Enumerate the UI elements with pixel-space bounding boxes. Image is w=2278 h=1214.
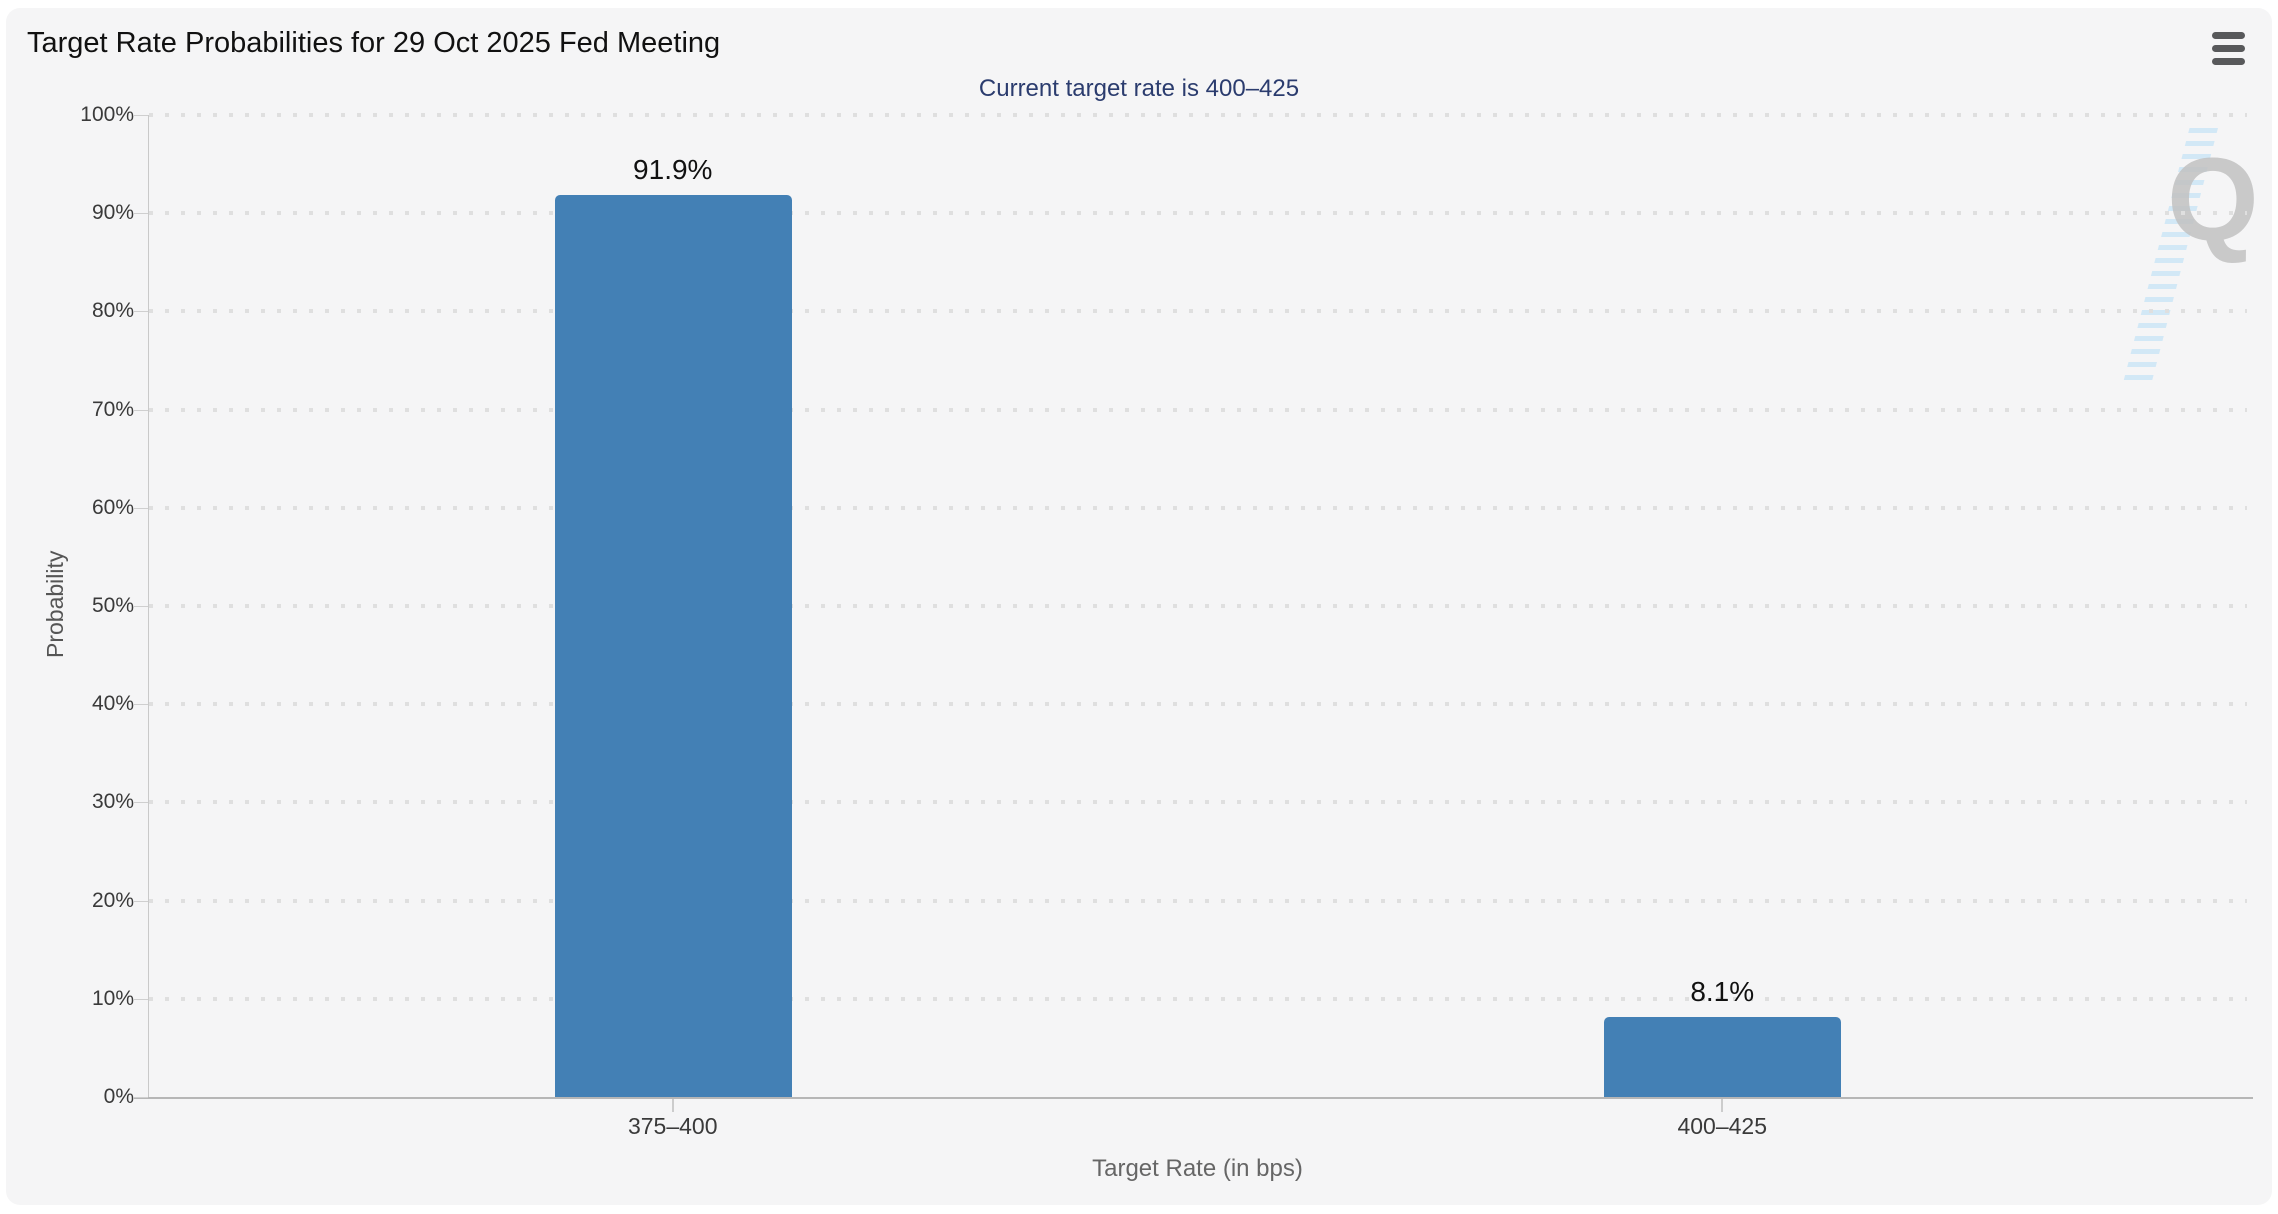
y-axis-title: Probability — [42, 550, 68, 658]
y-tick-label-40%: 40% — [91, 692, 134, 716]
x-tick-400–425 — [1721, 1099, 1724, 1112]
watermark-stripes-icon — [2123, 128, 2218, 383]
y-tick-label-50%: 50% — [91, 594, 134, 617]
y-tick-label-30%: 30% — [91, 790, 134, 814]
x-axis-line — [134, 1097, 2253, 1099]
chart-subtitle: Current target rate is 400–425 — [978, 75, 1300, 102]
bar-value-label-400–425: 8.1% — [1690, 976, 1755, 1008]
x-tick-375–400 — [671, 1099, 674, 1112]
gridline-20% — [149, 898, 2247, 903]
y-tick-60% — [134, 507, 148, 509]
y-tick-0% — [134, 1097, 148, 1098]
chart-card: Target Rate Probabilities for 29 Oct 202… — [6, 8, 2272, 1205]
bar-400–425[interactable] — [1604, 1017, 1842, 1097]
y-tick-40% — [134, 704, 148, 706]
y-tick-label-70%: 70% — [91, 397, 134, 421]
gridline-100% — [149, 113, 2247, 117]
gridline-90% — [149, 211, 2247, 216]
y-tick-70% — [134, 409, 148, 411]
gridline-50% — [149, 604, 2247, 608]
hamburger-bar — [2212, 45, 2245, 52]
gridline-40% — [149, 702, 2247, 707]
plot-area: Q 0% 10% 20% 30% 40% 50% 60% 70% 80% 90% 100% 91.9… — [80, 103, 2259, 1182]
gridline-80% — [149, 309, 2247, 314]
x-category-label-375–400: 375–400 — [627, 1113, 718, 1139]
y-tick-20% — [134, 900, 148, 902]
gridline-70% — [149, 407, 2247, 412]
y-tick-100% — [134, 115, 148, 116]
gridline-60% — [149, 505, 2247, 510]
y-tick-label-20%: 20% — [91, 888, 134, 912]
y-axis-line — [148, 115, 149, 1097]
y-tick-label-80%: 80% — [91, 299, 134, 323]
bar-value-label-375–400: 91.9% — [633, 153, 713, 185]
y-tick-label-10%: 10% — [91, 986, 134, 1010]
bar-375–400[interactable] — [554, 194, 792, 1097]
y-tick-90% — [134, 213, 148, 215]
gridline-10% — [149, 996, 2247, 1001]
y-tick-50% — [134, 606, 148, 607]
hamburger-bar — [2212, 32, 2245, 39]
gridline-30% — [149, 800, 2247, 805]
y-tick-label-60%: 60% — [91, 495, 134, 519]
quikstrike-watermark: Q — [2113, 123, 2278, 393]
x-axis-title: Target Rate (in bps) — [1092, 1155, 1303, 1182]
y-tick-label-0%: 0% — [103, 1085, 134, 1108]
watermark-q-icon: Q — [2167, 134, 2259, 266]
chart-title: Target Rate Probabilities for 29 Oct 202… — [27, 27, 721, 59]
y-tick-label-90%: 90% — [91, 201, 134, 225]
y-tick-10% — [134, 998, 148, 1000]
hamburger-menu-icon[interactable] — [2212, 32, 2245, 65]
y-tick-30% — [134, 802, 148, 804]
y-tick-label-100%: 100% — [80, 103, 134, 126]
hamburger-bar — [2212, 58, 2245, 65]
x-category-label-400–425: 400–425 — [1677, 1113, 1768, 1139]
y-tick-80% — [134, 311, 148, 313]
